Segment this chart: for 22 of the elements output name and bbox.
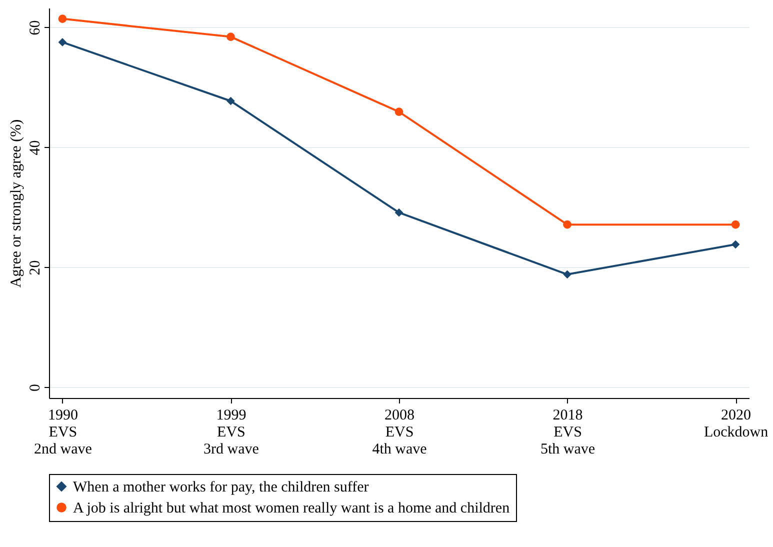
point — [394, 108, 404, 116]
point — [731, 220, 740, 229]
x-tick-label: 2020 Lockdown — [704, 408, 769, 440]
point — [731, 240, 740, 249]
legend-label: A job is alright but what most women really want is a home and children — [73, 500, 510, 516]
point — [226, 96, 235, 106]
y-tick-label: 60 — [28, 20, 44, 36]
point — [226, 32, 235, 41]
point — [563, 220, 572, 229]
x-tick-label: 1990 EVS 2nd wave — [34, 408, 92, 458]
x-tick-label: 2018 EVS 5th wave — [540, 408, 596, 458]
x-tick-label: 1999 EVS 3rd wave — [204, 408, 260, 458]
point — [58, 14, 67, 23]
y-tick-label: 20 — [28, 260, 44, 276]
point — [394, 208, 404, 217]
y-axis-title: Agree or strongly agree (%) — [8, 119, 24, 288]
y-tick-label: 40 — [28, 140, 44, 156]
legend-label: When a mother works for pay, the children suffer — [73, 480, 369, 496]
y-tick-label: 0 — [28, 384, 44, 392]
x-tick-label: 2008 EVS 4th wave — [372, 408, 428, 458]
point — [58, 38, 67, 46]
point — [563, 270, 572, 279]
